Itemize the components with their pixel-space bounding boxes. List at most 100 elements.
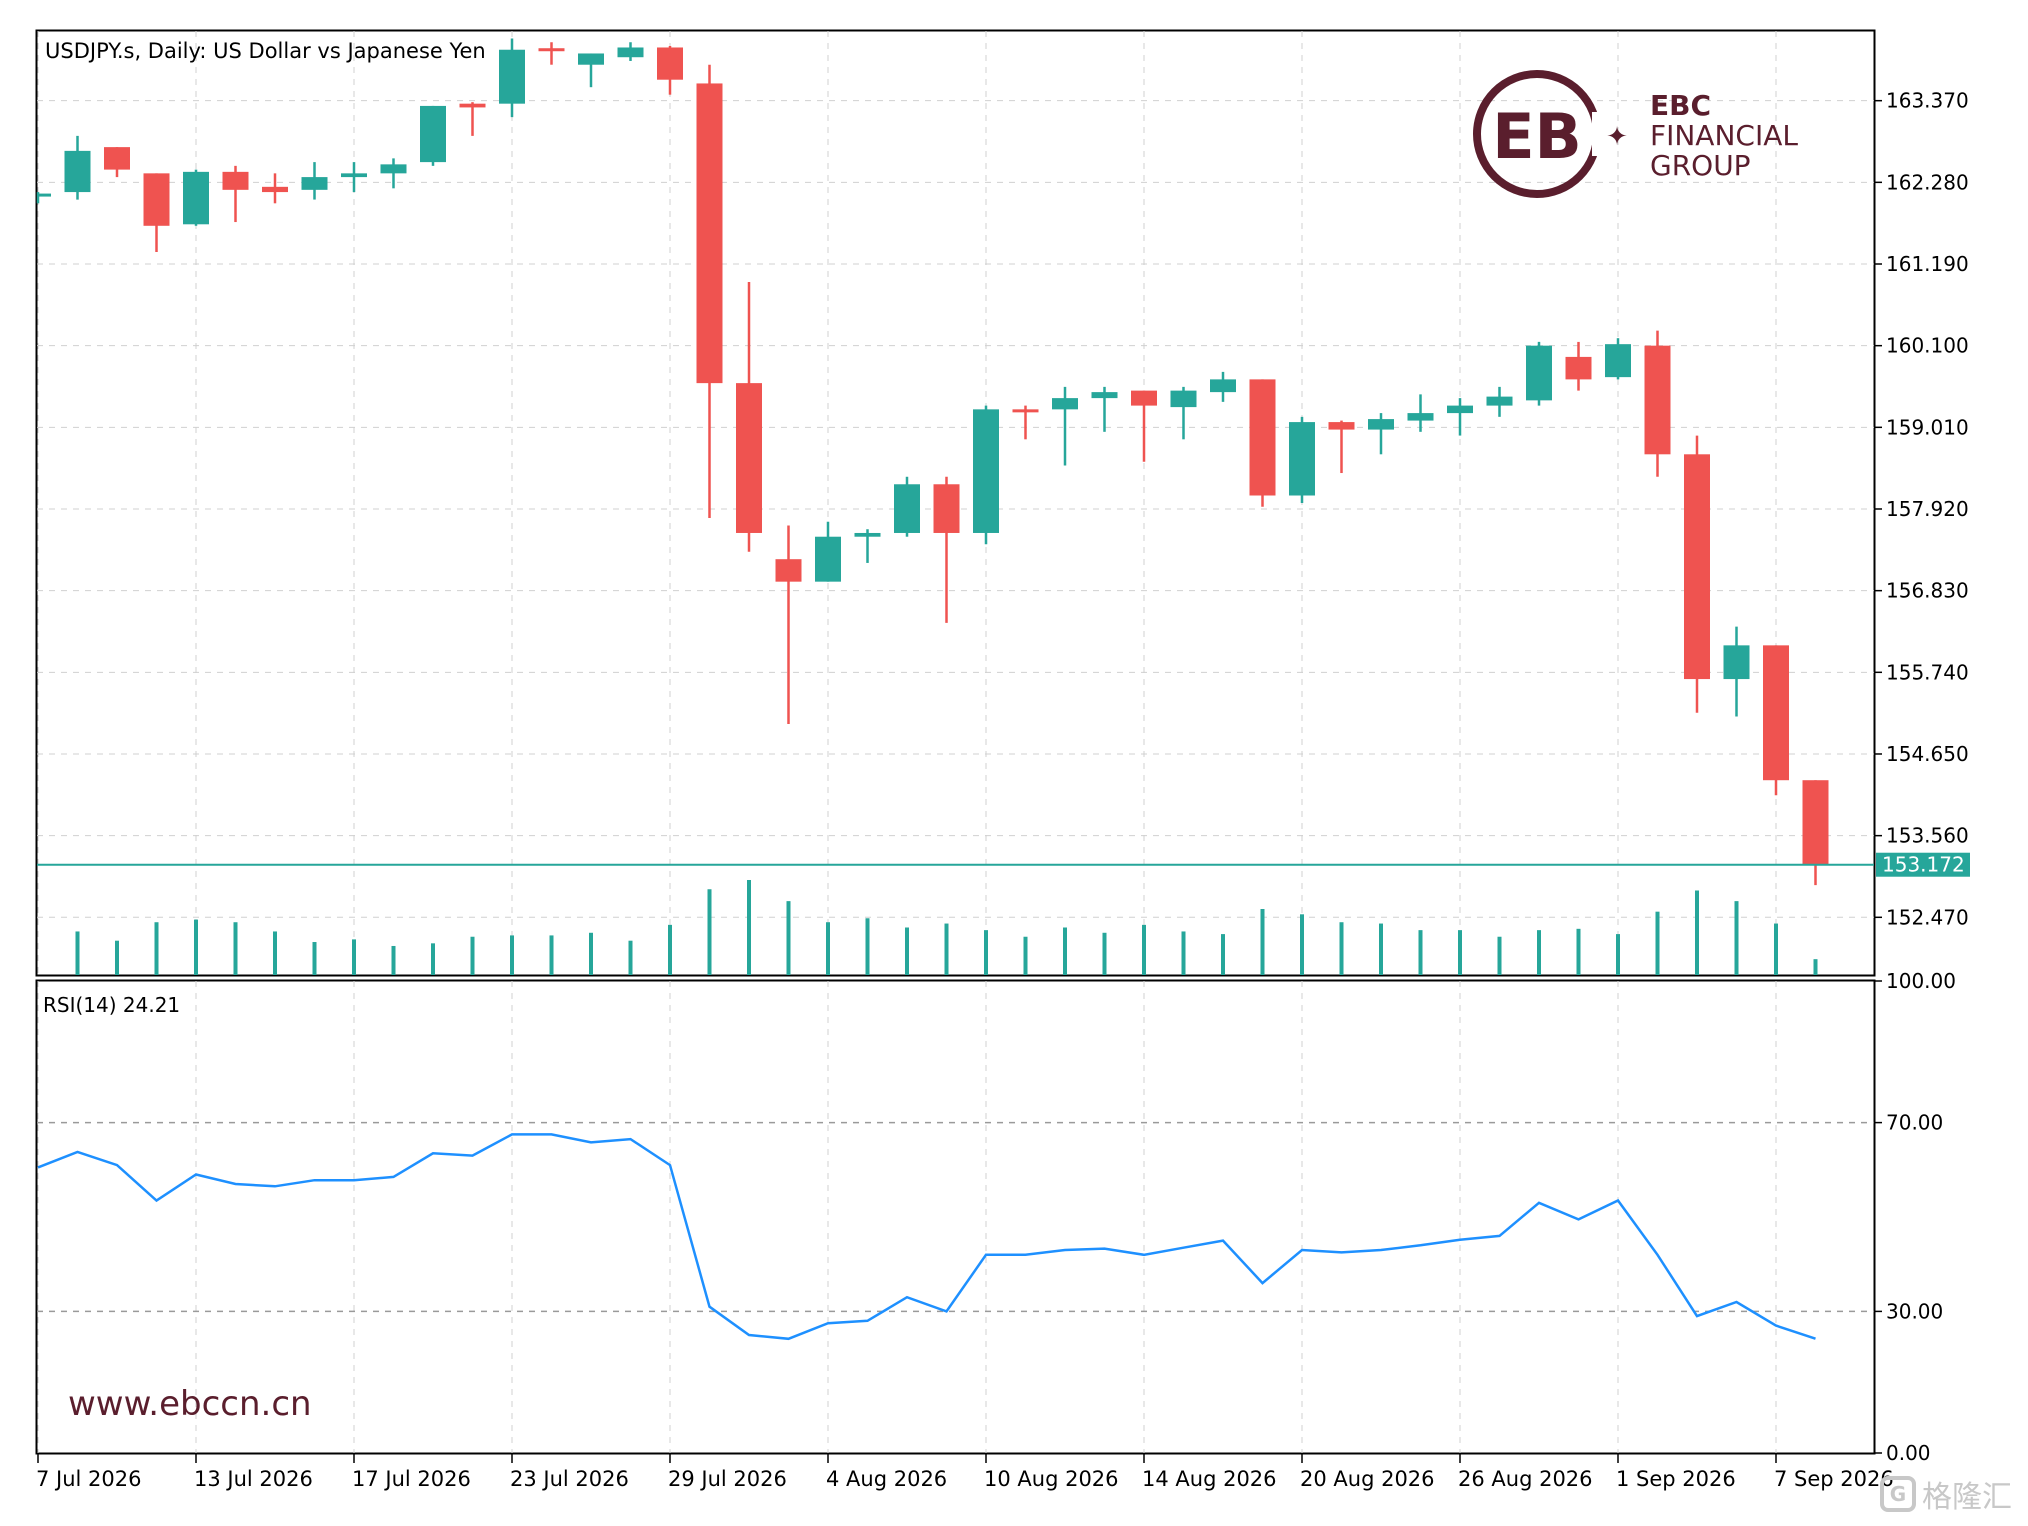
candle-body [1684, 454, 1710, 680]
rsi-tick-label: 70.00 [1886, 1111, 1943, 1135]
candle-body [1723, 645, 1750, 680]
candle-body [538, 48, 565, 52]
candle-body [815, 536, 841, 582]
candle-body [499, 49, 525, 104]
candle-body [1328, 422, 1355, 430]
price-tick-label: 155.740 [1886, 660, 1969, 684]
current-price-label: 153.172 [1882, 853, 1965, 877]
rsi-tick-label: 100.00 [1886, 969, 1956, 993]
current-price-line: 153.172 [37, 852, 1970, 877]
candle-body [341, 173, 367, 178]
date-tick-label: 29 Jul 2026 [668, 1467, 787, 1491]
candle-body [262, 186, 288, 193]
volume-bars [75, 880, 1818, 975]
brand-line-1: EBC [1650, 89, 1711, 122]
candle-body [1644, 345, 1671, 455]
rsi-tick-label: 0.00 [1886, 1441, 1931, 1465]
price-tick-label: 159.010 [1886, 415, 1969, 439]
candle-body [183, 171, 209, 225]
candle-body [736, 383, 762, 533]
candle-body [1526, 345, 1552, 401]
logo-letters: EB [1492, 100, 1582, 173]
candle-body [1605, 344, 1631, 378]
watermark: G 格隆汇 [1880, 1470, 2012, 1518]
rsi-panel-frame [35, 979, 1876, 1455]
candle-body [617, 47, 644, 58]
candle-body [1447, 405, 1473, 414]
price-tick-label: 156.830 [1886, 579, 1969, 603]
candle-body [38, 193, 51, 197]
candle-body [775, 559, 802, 582]
rsi-series-line [37, 1133, 1816, 1341]
sparkle-icon: ✦ [1606, 122, 1628, 152]
date-tick-label: 1 Sep 2026 [1616, 1467, 1736, 1491]
price-tick-label: 153.560 [1886, 824, 1969, 848]
rsi-axis: 100.00 70.00 30.00 0.00 [1874, 969, 1956, 1465]
candle-body [1565, 356, 1592, 380]
candle-body [1802, 780, 1829, 865]
main-panel-frame [35, 29, 1876, 977]
brand-line-3: GROUP [1650, 149, 1751, 182]
candle-body [578, 53, 604, 65]
rsi-title: RSI(14) 24.21 [43, 993, 180, 1017]
price-tick-label: 163.370 [1886, 89, 1969, 113]
candle-body [143, 173, 170, 226]
candle-body [894, 484, 920, 533]
price-tick-label: 160.100 [1886, 334, 1969, 358]
candle-body [1486, 396, 1513, 406]
candle-body [1249, 379, 1276, 496]
candle-body [1210, 379, 1236, 393]
candle-body [459, 103, 486, 108]
candle-body [933, 484, 960, 533]
date-tick-label: 17 Jul 2026 [352, 1467, 471, 1491]
candle-body [64, 150, 91, 193]
candle-body [1012, 409, 1039, 413]
candle-body [1289, 422, 1315, 496]
candle-body [1763, 645, 1789, 781]
price-axis: 163.370 162.280 161.190 160.100 159.010 157.9… [1874, 89, 1969, 929]
candle-body [420, 105, 446, 163]
candle-body [1052, 398, 1078, 410]
rsi-tick-label: 30.00 [1886, 1299, 1943, 1323]
candle-body [1407, 413, 1434, 421]
candle-body [104, 147, 130, 170]
watermark-icon: G [1880, 1476, 1916, 1512]
brand-url: www.ebccn.cn [68, 1384, 312, 1424]
watermark-text: 格隆汇 [1922, 1480, 2012, 1515]
date-tick-label: 13 Jul 2026 [194, 1467, 313, 1491]
date-tick-label: 10 Aug 2026 [984, 1467, 1119, 1491]
brand-line-2: FINANCIAL [1650, 119, 1798, 152]
candle-body [1368, 419, 1394, 430]
date-tick-label: 20 Aug 2026 [1300, 1467, 1435, 1491]
date-axis: 7 Jul 2026 13 Jul 2026 17 Jul 2026 23 Jul 2… [36, 1453, 1894, 1491]
date-tick-label: 26 Aug 2026 [1458, 1467, 1593, 1491]
candle-body [696, 83, 723, 384]
candle-body [973, 409, 999, 533]
candle-body [380, 164, 407, 174]
date-tick-label: 4 Aug 2026 [826, 1467, 947, 1491]
candle-body [222, 171, 249, 190]
rsi-grid [37, 981, 1874, 1453]
date-tick-label: 7 Sep 2026 [1774, 1467, 1894, 1491]
candle-body [657, 47, 683, 80]
rsi-line [37, 1133, 1816, 1341]
candle-body [1091, 392, 1118, 399]
candle-body [301, 177, 328, 190]
date-tick-label: 14 Aug 2026 [1142, 1467, 1277, 1491]
price-tick-label: 154.650 [1886, 742, 1969, 766]
ebc-logo: EB ✦ [1473, 70, 1628, 198]
logo-ring-gap [1592, 112, 1612, 156]
candle-body [1170, 390, 1197, 408]
price-tick-label: 161.190 [1886, 252, 1969, 276]
date-tick-label: 7 Jul 2026 [36, 1467, 142, 1491]
price-tick-label: 152.470 [1886, 905, 1969, 929]
candlesticks [36, 38, 1829, 886]
candle-body [1131, 390, 1157, 406]
candle-body [854, 532, 881, 537]
date-tick-label: 23 Jul 2026 [510, 1467, 629, 1491]
price-tick-label: 157.920 [1886, 497, 1969, 521]
chart-title: USDJPY.s, Daily: US Dollar vs Japanese Y… [45, 39, 486, 63]
price-tick-label: 162.280 [1886, 170, 1969, 194]
current-price-badge [1876, 852, 1970, 877]
